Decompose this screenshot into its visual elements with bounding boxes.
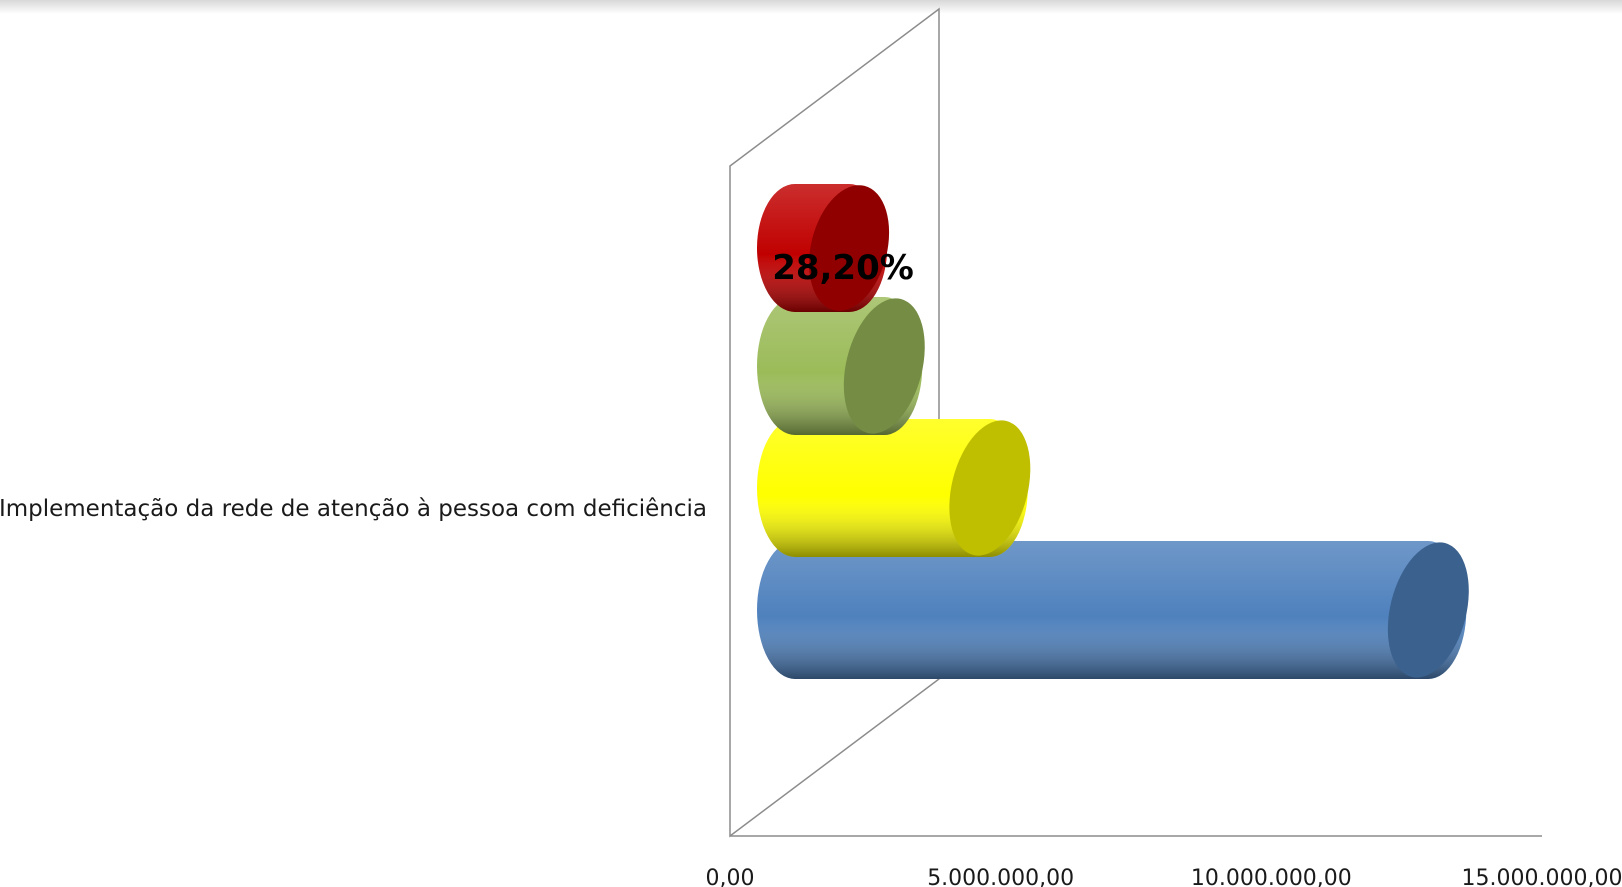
x-tick-label: 0,00 [706, 866, 755, 887]
bar-series-1 [757, 419, 1031, 557]
bar-cap [843, 298, 925, 434]
x-tick-label: 15.000.000,00 [1462, 866, 1622, 887]
label-group: Implementação da rede de atenção à pesso… [0, 248, 914, 522]
bar-cap [1387, 542, 1469, 678]
x-axis: 0,00 5.000.000,00 10.000.000,00 15.000.000,… [706, 835, 1622, 887]
x-tick-label: 5.000.000,00 [927, 866, 1074, 887]
bar-shading [757, 541, 1467, 679]
bar-cap [949, 420, 1031, 556]
bar-series-2 [757, 297, 925, 435]
bar-cap [809, 185, 890, 311]
top-shadow [0, 0, 1622, 14]
x-tick-label: 10.000.000,00 [1191, 866, 1352, 887]
bar-series-3 [757, 184, 890, 312]
bar-series-0 [757, 541, 1469, 679]
data-label: 28,20% [772, 248, 914, 288]
category-label: Implementação da rede de atenção à pesso… [0, 496, 707, 522]
bar-series-group [757, 184, 1469, 679]
